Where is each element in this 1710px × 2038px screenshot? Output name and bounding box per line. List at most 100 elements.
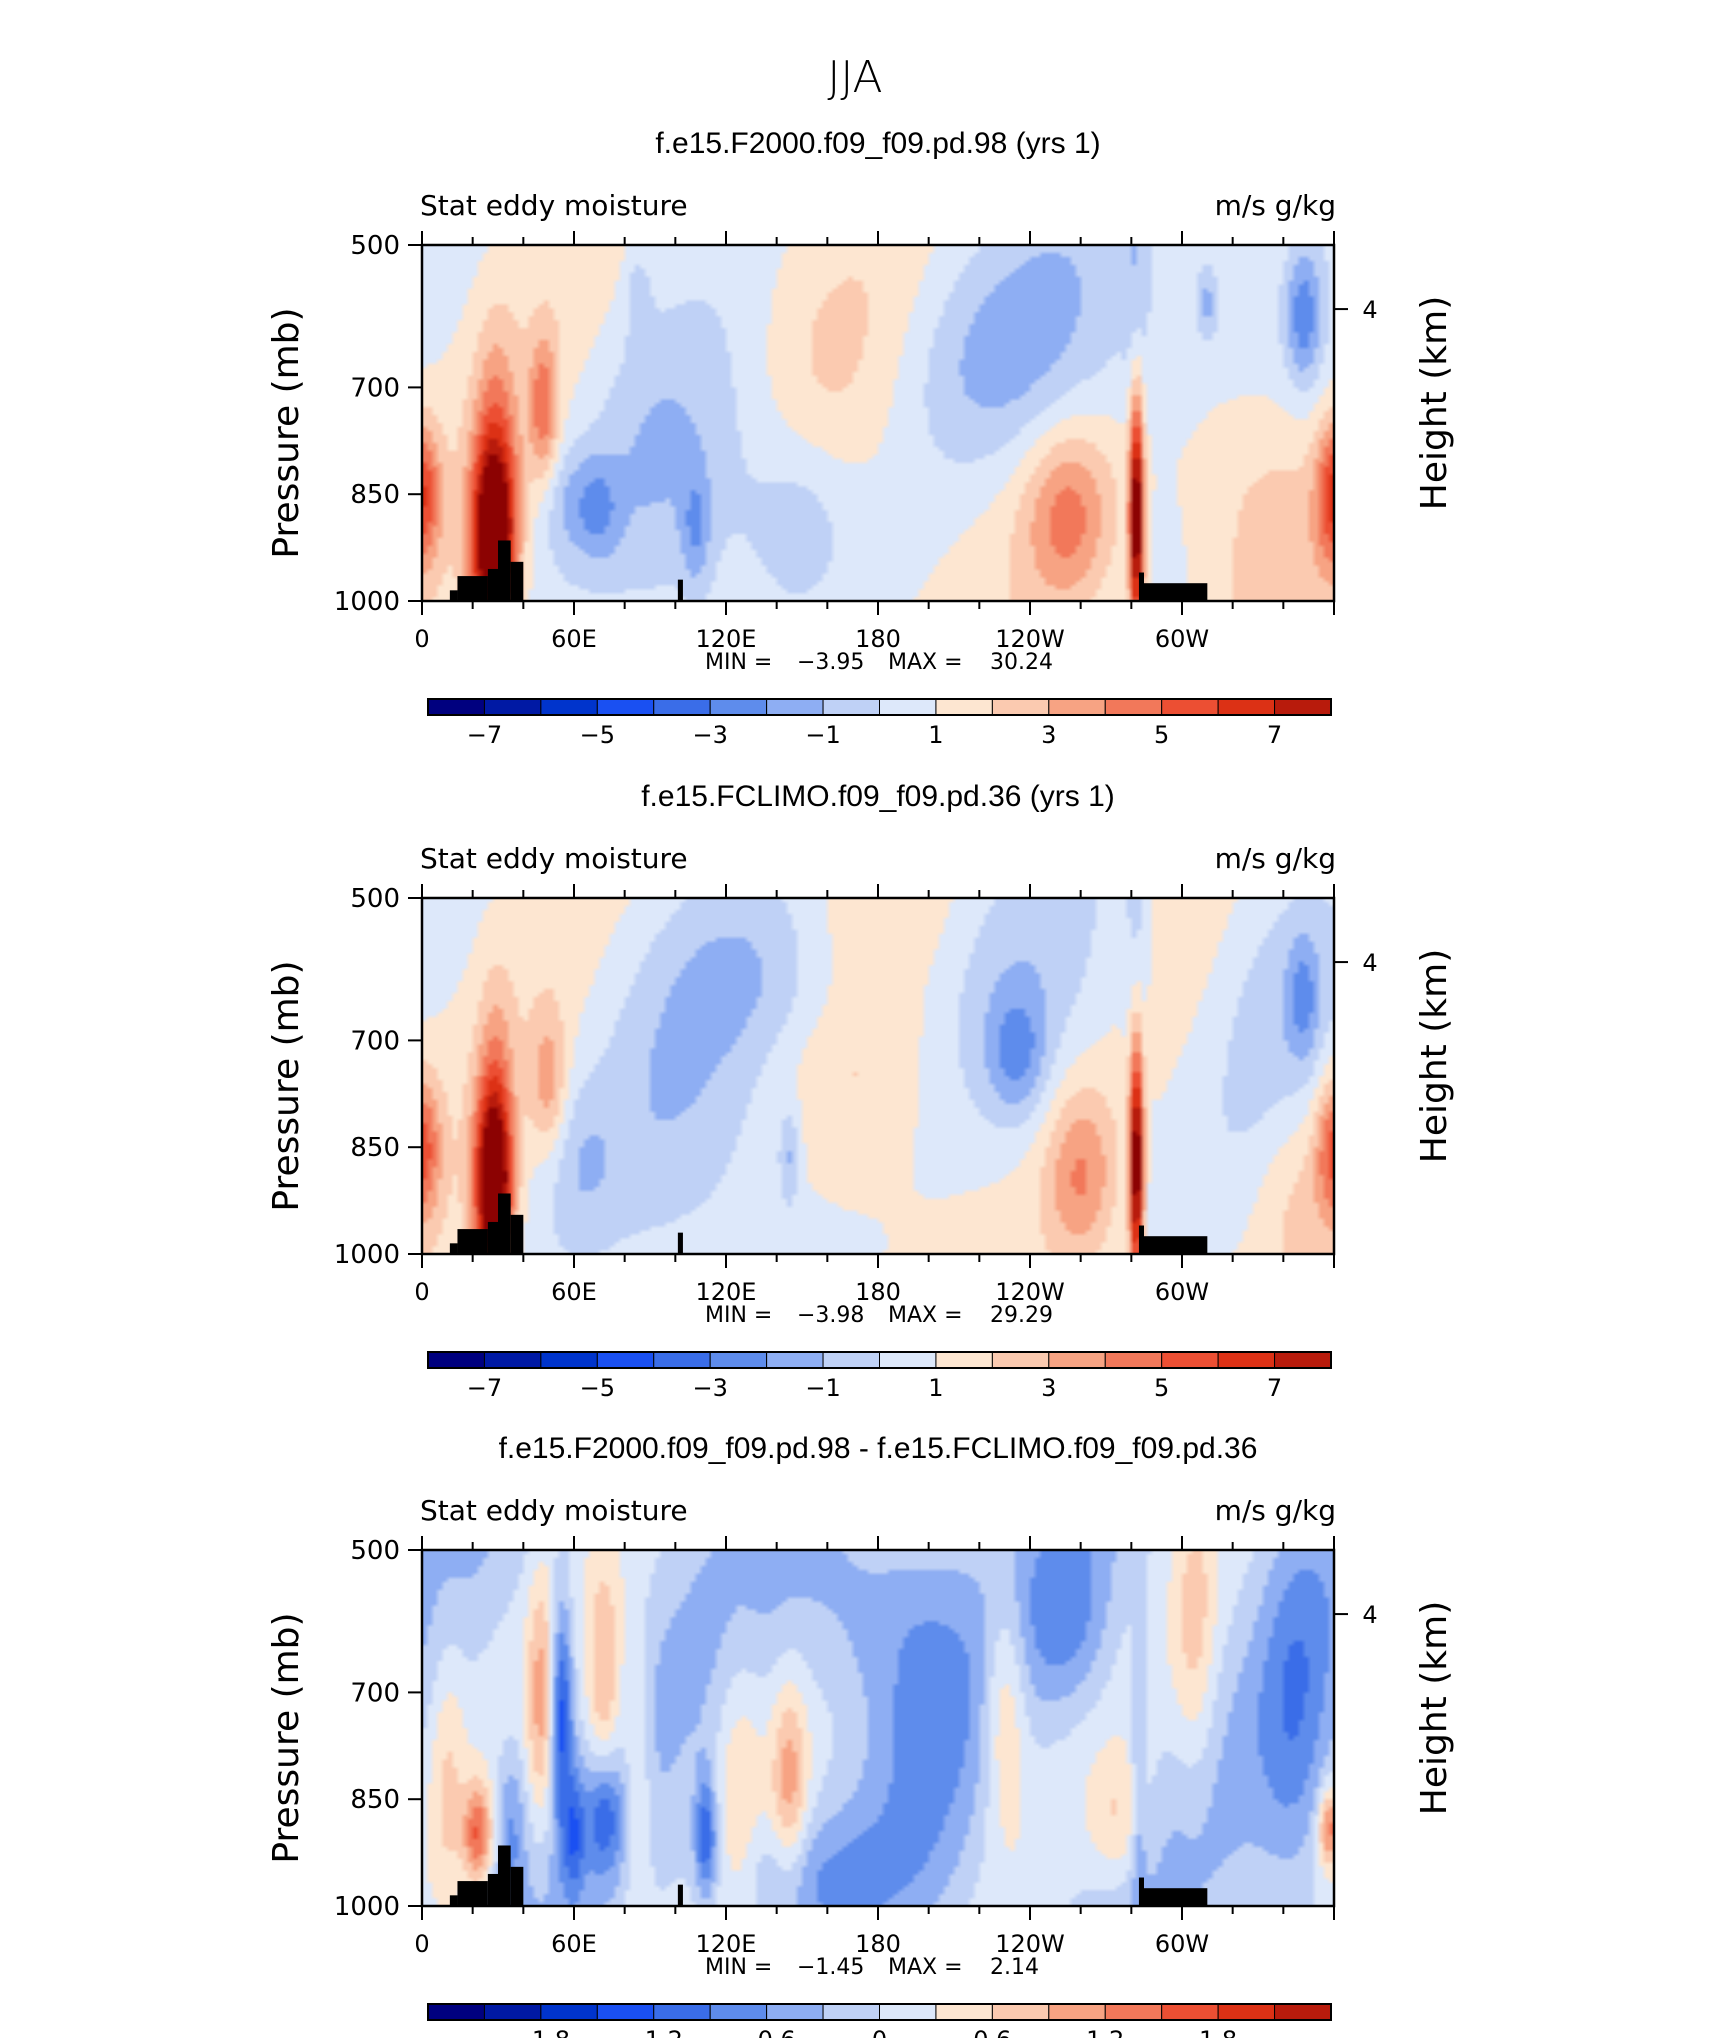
x-tick-label: 180 — [855, 1278, 901, 1306]
colorbar-label: −7 — [467, 721, 502, 749]
y-tick-label: 500 — [350, 231, 400, 261]
colorbar-box — [822, 1351, 880, 1369]
y-axis-label: Pressure (mb) — [266, 960, 307, 1211]
colorbar-label: −7 — [467, 1374, 502, 1402]
topography-mask — [457, 1229, 488, 1254]
colorbar-box — [935, 1351, 993, 1369]
colorbar-box — [540, 2003, 598, 2021]
x-tick-label: 0 — [414, 625, 429, 653]
colorbar-box — [427, 1351, 485, 1369]
min-value: −3.95 — [797, 650, 864, 675]
colorbar-label: 1 — [928, 1374, 943, 1402]
colorbar-box — [1161, 2003, 1219, 2021]
min-label: MIN = — [705, 1955, 772, 1980]
colorbar-label: −1.8 — [512, 2026, 570, 2038]
topography-mask — [1144, 1236, 1208, 1254]
x-tick-label: 0 — [414, 1930, 429, 1958]
x-tick-label: 60E — [551, 625, 597, 653]
page-title: JJA — [827, 52, 882, 103]
panel-title: f.e15.F2000.f09_f09.pd.98 (yrs 1) — [655, 127, 1100, 160]
colorbar-box — [1104, 1351, 1163, 1369]
colorbar-box — [653, 698, 711, 716]
y-tick-label: 700 — [350, 1026, 400, 1056]
left-string: Stat eddy moisture — [420, 1494, 688, 1527]
colorbar-box — [1048, 2003, 1106, 2021]
contour-field — [422, 898, 1334, 1254]
colorbar-box — [822, 698, 880, 716]
colorbar-box — [483, 698, 542, 716]
topography-mask — [510, 1214, 524, 1254]
topography-mask — [449, 1895, 458, 1906]
colorbar-box — [1161, 698, 1219, 716]
units-label: m/s g/kg — [1215, 189, 1336, 222]
max-label: MAX = — [888, 650, 963, 675]
colorbar-box — [709, 698, 768, 716]
colorbar-label: 7 — [1267, 721, 1282, 749]
topography-mask — [510, 1866, 524, 1906]
y-tick-label: 1000 — [334, 1892, 400, 1922]
colorbar-box — [596, 2003, 655, 2021]
x-tick-label: 120E — [696, 1278, 757, 1306]
x-tick-label: 120W — [995, 625, 1065, 653]
colorbar-frame — [427, 698, 1332, 716]
colorbar-label: 3 — [1041, 1374, 1056, 1402]
topography-mask — [1144, 583, 1208, 601]
colorbar-box — [596, 698, 655, 716]
x-tick-label: 60W — [1155, 1930, 1209, 1958]
y2-axis-label: Height (km) — [1414, 1601, 1455, 1815]
topography-mask — [487, 1873, 498, 1906]
units-label: m/s g/kg — [1215, 1494, 1336, 1527]
x-tick-label: 120W — [995, 1930, 1065, 1958]
y-tick-label: 700 — [350, 373, 400, 403]
colorbar-box — [1217, 1351, 1276, 1369]
colorbar-label: −1 — [805, 1374, 840, 1402]
panel-1: f.e15.F2000.f09_f09.pd.98 (yrs 1) Stat ed… — [266, 127, 1455, 749]
panel-title: f.e15.FCLIMO.f09_f09.pd.36 (yrs 1) — [641, 780, 1115, 813]
x-tick-label: 60E — [551, 1278, 597, 1306]
min-label: MIN = — [705, 1303, 772, 1328]
colorbar-label: 3 — [1041, 721, 1056, 749]
contour-field — [422, 1550, 1334, 1906]
colorbar-label: 7 — [1267, 1374, 1282, 1402]
colorbar-label: −5 — [580, 721, 615, 749]
topography-mask — [677, 579, 683, 601]
colorbar-box — [991, 2003, 1050, 2021]
y-tick-label: 500 — [350, 884, 400, 914]
min-value: −3.98 — [797, 1303, 864, 1328]
colorbar-box — [653, 2003, 711, 2021]
y-tick-label: 850 — [350, 1133, 400, 1163]
colorbar-box — [483, 2003, 542, 2021]
topography-mask — [449, 1243, 458, 1254]
colorbar-box — [879, 2003, 937, 2021]
colorbar-label: −0.6 — [737, 2026, 795, 2038]
colorbar-label: −3 — [692, 1374, 727, 1402]
colorbar-label: 5 — [1154, 1374, 1169, 1402]
y-tick-label: 500 — [350, 1536, 400, 1566]
panels: f.e15.F2000.f09_f09.pd.98 (yrs 1) Stat ed… — [266, 127, 1455, 2038]
colorbar-box — [1217, 2003, 1276, 2021]
colorbar-box — [540, 1351, 598, 1369]
topography-mask — [498, 1193, 511, 1254]
colorbar-frame — [427, 2003, 1332, 2021]
x-tick-label: 60E — [551, 1930, 597, 1958]
y2-tick-label: 4 — [1362, 949, 1377, 977]
colorbar-box — [709, 2003, 768, 2021]
topography-mask — [677, 1884, 683, 1906]
max-label: MAX = — [888, 1955, 963, 1980]
min-value: −1.45 — [797, 1955, 864, 1980]
x-tick-label: 60W — [1155, 1278, 1209, 1306]
panel-2: f.e15.FCLIMO.f09_f09.pd.36 (yrs 1) Stat e… — [266, 780, 1455, 1402]
topography-mask — [1138, 1225, 1144, 1254]
colorbar-box — [766, 1351, 824, 1369]
y-tick-label: 850 — [350, 480, 400, 510]
max-value: 30.24 — [990, 650, 1053, 675]
panel-3: f.e15.F2000.f09_f09.pd.98 - f.e15.FCLIMO… — [266, 1432, 1455, 2038]
topography-mask — [487, 1221, 498, 1254]
x-tick-label: 180 — [855, 625, 901, 653]
left-string: Stat eddy moisture — [420, 189, 688, 222]
colorbar-label: −3 — [692, 721, 727, 749]
min-label: MIN = — [705, 650, 772, 675]
y2-axis-label: Height (km) — [1414, 949, 1455, 1163]
colorbar-box — [540, 698, 598, 716]
colorbar-label: −5 — [580, 1374, 615, 1402]
